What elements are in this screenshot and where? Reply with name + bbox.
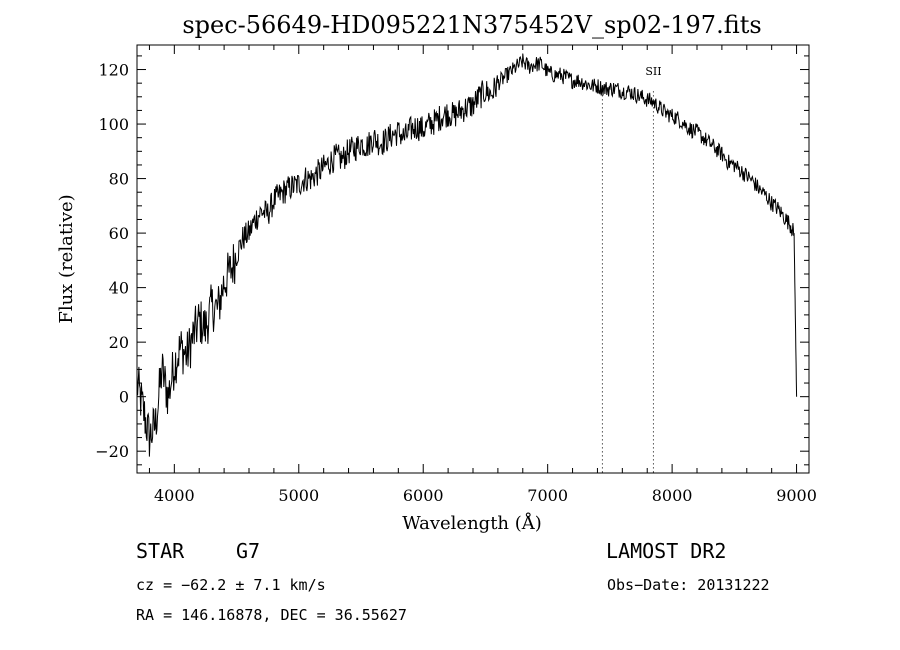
chart-title: spec-56649-HD095221N375452V_sp02-197.fit… [182,11,761,39]
object-type: STAR [136,539,185,563]
line-markers: SII [601,65,662,473]
y-tick-label: 120 [98,61,129,80]
x-axis-ticks: 4000 5000 6000 7000 8000 9000 [154,45,817,505]
x-tick-label: 4000 [154,486,195,505]
y-tick-label: −20 [95,442,129,461]
marker-label: SII [645,65,661,78]
object-subclass: G7 [236,539,260,563]
x-tick-label: 7000 [527,486,568,505]
y-tick-label: 40 [109,279,129,298]
survey-name: LAMOST DR2 [606,539,726,563]
y-tick-label: 80 [109,170,129,189]
x-axis-label: Wavelength (Å) [402,512,542,534]
x-tick-label: 8000 [652,486,693,505]
coordinates-text: RA = 146.16878, DEC = 36.55627 [136,606,407,624]
x-tick-label: 9000 [776,486,817,505]
velocity-text: cz = −62.2 ± 7.1 km/s [136,576,326,594]
y-tick-label: 100 [98,115,129,134]
y-tick-label: 60 [109,224,129,243]
x-tick-label: 6000 [403,486,444,505]
y-tick-label: 0 [119,388,129,407]
y-axis-label: Flux (relative) [56,194,77,323]
obs-date-text: Obs−Date: 20131222 [607,576,770,594]
spectrum-line [136,53,798,457]
y-axis-ticks: −20 0 20 40 60 80 100 120 [95,61,809,461]
minor-ticks [137,45,809,473]
y-tick-label: 20 [109,333,129,352]
x-tick-label: 5000 [278,486,319,505]
